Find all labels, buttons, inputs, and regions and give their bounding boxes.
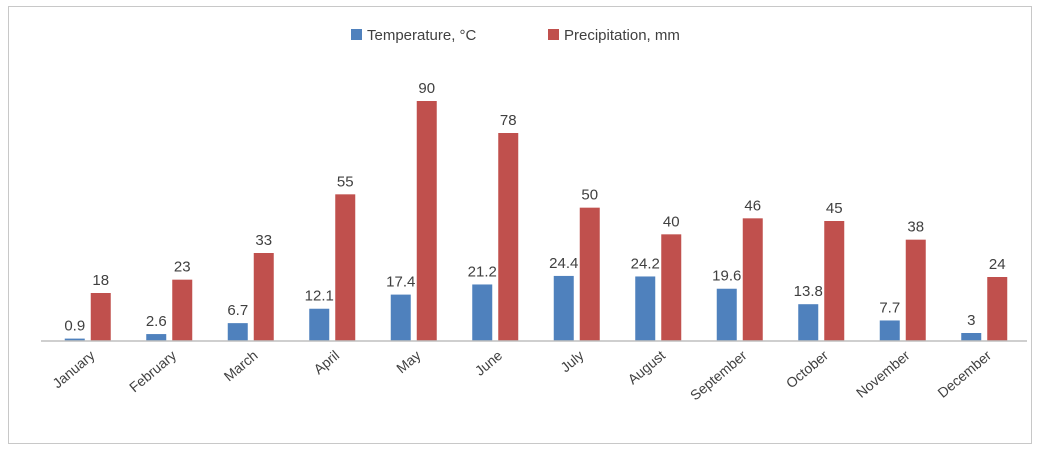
bar-temperature — [64, 338, 85, 341]
data-label-precipitation: 78 — [500, 112, 517, 129]
bar-chart: Temperature, °C Precipitation, mm 0.9 18 J… — [41, 27, 1027, 403]
data-label-precipitation: 46 — [744, 197, 761, 214]
bar-temperature — [961, 333, 982, 341]
legend-label-temperature: Temperature, °C — [367, 27, 477, 44]
bar-temperature — [309, 308, 330, 341]
data-label-precipitation: 33 — [255, 232, 272, 249]
data-label-temperature: 7.7 — [879, 299, 900, 316]
data-label-temperature: 13.8 — [794, 283, 823, 300]
bar-temperature — [716, 288, 737, 341]
bar-precipitation — [824, 221, 845, 341]
x-tick-label: October — [783, 347, 832, 391]
x-tick-label: February — [126, 347, 179, 395]
bar-precipitation — [172, 279, 193, 341]
data-label-temperature: 6.7 — [227, 302, 248, 319]
bar-precipitation — [90, 293, 111, 341]
data-label-precipitation: 40 — [663, 213, 680, 230]
bar-precipitation — [416, 101, 437, 341]
chart-area: Temperature, °C Precipitation, mm 0.9 18 J… — [8, 6, 1032, 444]
data-label-temperature: 0.9 — [64, 318, 85, 335]
x-tick-label: April — [310, 347, 342, 377]
x-tick-label: September — [687, 347, 750, 403]
x-tick-label: August — [624, 347, 668, 387]
data-label-precipitation: 18 — [92, 272, 109, 289]
bar-temperature — [390, 294, 411, 341]
bar-temperature — [472, 284, 493, 341]
data-label-temperature: 12.1 — [305, 288, 334, 305]
data-label-precipitation: 90 — [418, 80, 435, 97]
x-tick-label: December — [934, 347, 994, 401]
x-tick-label: November — [853, 347, 913, 401]
bar-precipitation — [335, 194, 356, 341]
legend: Temperature, °C Precipitation, mm — [351, 27, 680, 44]
plot-area: 0.9 18 January 2.6 23 February 6.7 33 March 12.1 5… — [49, 80, 1008, 403]
data-label-temperature: 21.2 — [468, 263, 497, 280]
bar-precipitation — [661, 234, 682, 341]
data-label-temperature: 24.4 — [549, 255, 578, 272]
data-label-temperature: 19.6 — [712, 268, 741, 285]
x-tick-label: January — [49, 347, 97, 391]
bar-temperature — [553, 275, 574, 341]
data-label-temperature: 17.4 — [386, 274, 415, 291]
legend-swatch-precipitation — [548, 29, 559, 40]
x-tick-label: May — [393, 347, 424, 376]
x-tick-label: July — [557, 347, 586, 375]
x-tick-label: March — [221, 347, 261, 384]
data-label-precipitation: 50 — [581, 187, 598, 204]
data-label-precipitation: 45 — [826, 200, 843, 217]
legend-swatch-temperature — [351, 29, 362, 40]
data-label-precipitation: 24 — [989, 256, 1006, 273]
bar-temperature — [798, 304, 819, 341]
data-label-temperature: 3 — [967, 312, 975, 329]
data-label-precipitation: 23 — [174, 259, 191, 276]
x-tick-label: June — [472, 347, 506, 379]
data-label-temperature: 24.2 — [631, 255, 660, 272]
bar-temperature — [227, 323, 248, 341]
bar-precipitation — [579, 207, 600, 341]
bar-precipitation — [742, 218, 763, 341]
data-label-precipitation: 38 — [907, 219, 924, 236]
bar-temperature — [635, 276, 656, 341]
bar-precipitation — [253, 253, 274, 341]
bar-precipitation — [905, 239, 926, 341]
legend-label-precipitation: Precipitation, mm — [564, 27, 680, 44]
data-label-temperature: 2.6 — [146, 313, 167, 330]
data-label-precipitation: 55 — [337, 173, 354, 190]
bar-precipitation — [498, 133, 519, 341]
bar-precipitation — [987, 277, 1008, 341]
bar-temperature — [146, 334, 167, 341]
bar-temperature — [879, 320, 900, 341]
